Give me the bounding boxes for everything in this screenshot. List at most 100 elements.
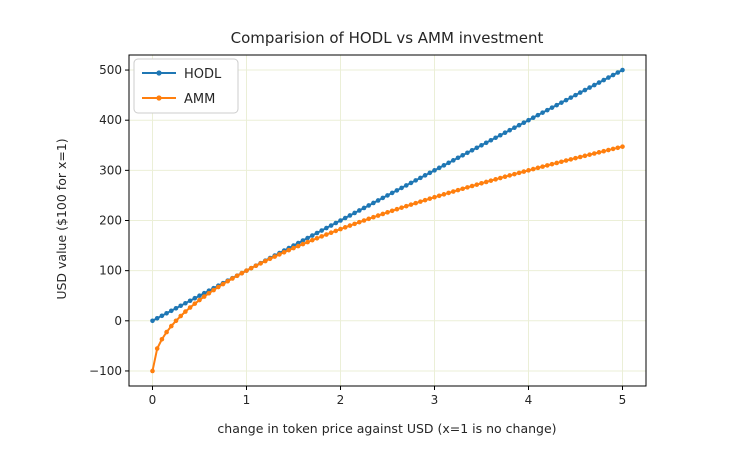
data-point-amm (342, 225, 348, 230)
data-point-hodl (554, 102, 559, 108)
data-point-amm (201, 294, 207, 299)
data-point-hodl (305, 235, 310, 241)
data-point-amm (164, 329, 169, 335)
data-point-hodl (338, 218, 343, 223)
data-point-hodl (559, 100, 564, 105)
data-point-hodl (319, 228, 325, 233)
legend-marker-amm (156, 95, 162, 101)
legend-label-hodl: HODL (184, 67, 222, 82)
data-point-amm (197, 297, 202, 303)
data-point-hodl (197, 293, 202, 299)
data-point-amm (615, 145, 621, 151)
data-point-hodl (549, 105, 555, 110)
data-point-hodl (150, 318, 155, 324)
data-point-hodl (408, 180, 414, 186)
data-point-amm (507, 173, 512, 178)
data-point-amm (422, 197, 428, 203)
data-point-hodl (347, 213, 353, 218)
data-point-amm (291, 245, 296, 251)
data-point-amm (479, 181, 484, 186)
data-point-amm (366, 216, 372, 222)
data-point-amm (352, 221, 357, 227)
data-point-amm (187, 305, 193, 310)
data-point-amm (206, 290, 212, 296)
plot-area: 0 1 2 3 4 5 −100 0 100 200 300 400 500 (89, 54, 647, 407)
data-point-amm (559, 159, 564, 165)
x-tick-label: 3 (431, 393, 439, 407)
data-point-amm (239, 270, 245, 276)
data-point-hodl (399, 185, 404, 191)
data-point-amm (338, 226, 343, 232)
data-point-hodl (577, 90, 583, 95)
data-point-amm (244, 268, 249, 273)
data-point-amm (385, 210, 390, 215)
data-point-hodl (521, 120, 527, 125)
data-point-hodl (545, 107, 550, 113)
data-point-hodl (432, 168, 437, 173)
data-point-hodl (357, 208, 362, 213)
data-point-amm (582, 153, 588, 159)
data-point-amm (554, 160, 559, 166)
data-point-hodl (460, 153, 466, 158)
data-point-hodl (563, 97, 569, 103)
y-tick-label: −100 (89, 364, 122, 378)
data-point-hodl (371, 200, 376, 206)
data-point-amm (441, 192, 447, 197)
y-tick-label: 300 (99, 163, 122, 177)
data-point-amm (606, 147, 611, 153)
y-tick-label: 100 (99, 264, 122, 278)
data-point-amm (446, 190, 451, 196)
data-point-hodl (422, 173, 428, 178)
data-point-hodl (389, 190, 395, 196)
data-point-hodl (451, 158, 456, 163)
y-tick-label: 200 (99, 214, 122, 228)
data-point-amm (220, 281, 226, 287)
data-point-hodl (201, 290, 207, 296)
data-point-amm (587, 152, 592, 157)
data-point-amm (267, 256, 273, 262)
x-tick-label: 0 (149, 393, 157, 407)
data-point-hodl (183, 300, 188, 306)
data-point-hodl (535, 112, 541, 118)
data-point-amm (328, 230, 334, 235)
data-point-amm (169, 323, 174, 329)
data-point-amm (549, 161, 555, 167)
data-point-hodl (512, 125, 517, 131)
data-point-amm (371, 214, 376, 220)
data-point-amm (498, 175, 503, 181)
data-point-amm (389, 208, 395, 214)
data-point-hodl (178, 303, 183, 309)
data-point-amm (150, 368, 155, 374)
data-point-amm (300, 241, 306, 247)
data-point-amm (512, 171, 517, 177)
data-point-amm (418, 199, 423, 204)
data-point-amm (545, 163, 550, 168)
data-point-hodl (324, 225, 329, 231)
data-point-hodl (587, 85, 592, 90)
data-point-amm (178, 313, 183, 319)
data-point-hodl (333, 220, 339, 226)
x-tick-label: 5 (619, 393, 627, 407)
data-point-amm (183, 309, 188, 314)
data-point-hodl (483, 140, 489, 146)
data-point-amm (375, 213, 381, 218)
data-point-hodl (568, 95, 574, 100)
legend-label-amm: AMM (184, 92, 215, 107)
data-point-hodl (192, 295, 198, 301)
data-point-hodl (488, 137, 494, 143)
data-point-amm (281, 249, 287, 255)
y-tick-label: 0 (114, 314, 122, 328)
data-point-amm (361, 218, 367, 223)
data-point-amm (451, 189, 456, 194)
data-point-hodl (404, 183, 409, 188)
data-point-amm (333, 228, 339, 234)
data-point-amm (394, 206, 400, 212)
data-point-hodl (375, 198, 381, 203)
data-point-amm (563, 158, 569, 163)
data-point-hodl (610, 72, 616, 78)
data-point-hodl (164, 310, 169, 316)
data-point-amm (460, 186, 466, 192)
data-point-hodl (479, 142, 484, 148)
data-point-hodl (436, 165, 442, 171)
data-point-amm (347, 223, 353, 228)
